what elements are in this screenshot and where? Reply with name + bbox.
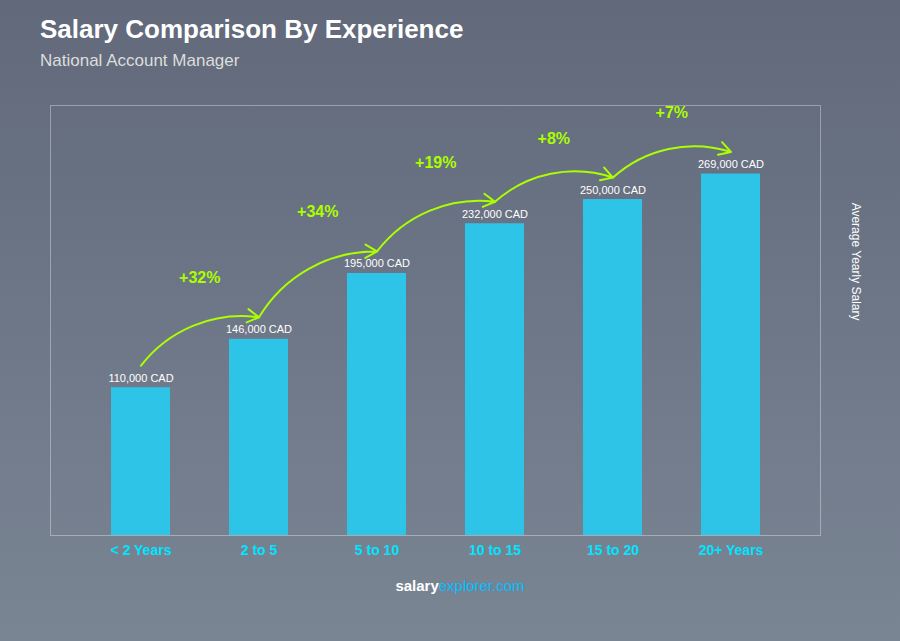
svg-text:+34%: +34% (297, 203, 338, 220)
html-text:salary explorer.com: salary explorer.com (395, 577, 525, 594)
svg-text:+19%: +19% (415, 154, 456, 171)
svg-text:15 to 20: 15 to 20 (587, 542, 639, 558)
svg-text:250,000 CAD: 250,000 CAD (580, 184, 646, 196)
svg-text:110,000 CAD: 110,000 CAD (108, 372, 173, 384)
svg-text:5 to 10: 5 to 10 (355, 542, 400, 558)
svg-text:195,000 CAD: 195,000 CAD (344, 257, 410, 269)
html-text:Salary Comparison By Experienc: Salary Comparison By Experience (40, 14, 464, 44)
svg-text:+8%: +8% (538, 130, 570, 147)
svg-text:146,000 CAD: 146,000 CAD (226, 323, 292, 335)
svg-text:10 to 15: 10 to 15 (469, 542, 521, 558)
svg-text:+7%: +7% (656, 104, 688, 121)
svg-text:269,000 CAD: 269,000 CAD (698, 158, 764, 170)
svg-text:232,000 CAD: 232,000 CAD (462, 208, 528, 220)
svg-text:+32%: +32% (179, 269, 220, 286)
svg-text:Average Yearly Salary: Average Yearly Salary (849, 203, 863, 321)
svg-text:2 to 5: 2 to 5 (241, 542, 278, 558)
svg-text:< 2 Years: < 2 Years (111, 542, 172, 558)
html-text:National Account Manager: National Account Manager (40, 51, 240, 70)
svg-text:20+ Years: 20+ Years (699, 542, 764, 558)
